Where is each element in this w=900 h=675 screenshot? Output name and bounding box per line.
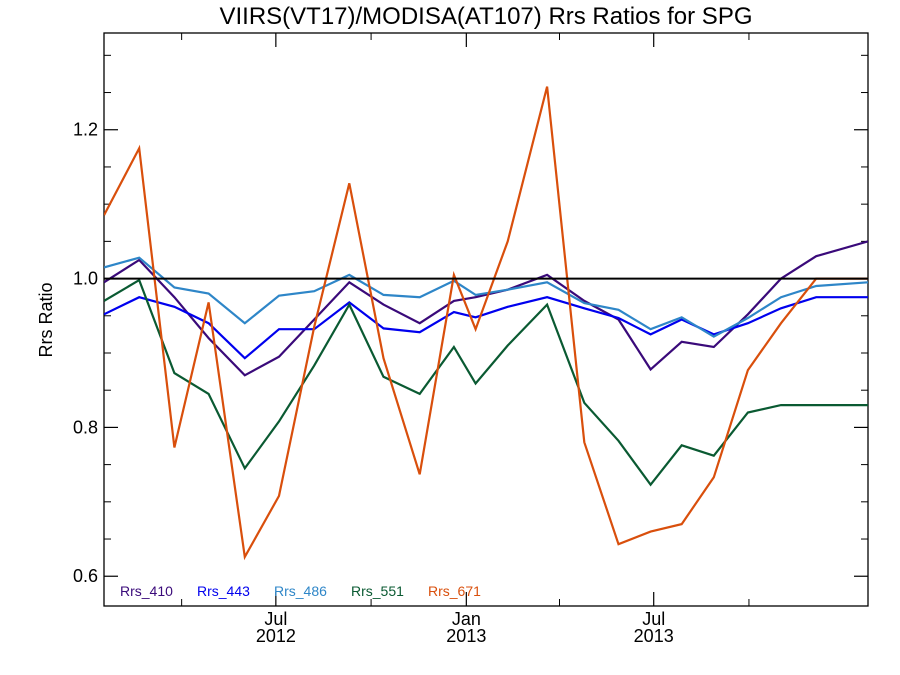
legend-entry-rrs-551: Rrs_551: [351, 583, 404, 599]
y-axis-label: Rrs Ratio: [36, 282, 56, 357]
x-tick-year: 2012: [256, 626, 296, 646]
legend: Rrs_410 Rrs_443 Rrs_486 Rrs_551 Rrs_671: [120, 583, 481, 599]
y-tick-label: 0.8: [73, 417, 98, 437]
legend-entry-rrs-486: Rrs_486: [274, 583, 327, 599]
tick-marks: [104, 33, 868, 606]
series-line-rrs-671: [104, 86, 868, 561]
chart-title: VIIRS(VT17)/MODISA(AT107) Rrs Ratios for…: [219, 3, 752, 30]
y-tick-labels: 0.6 0.8 1.0 1.2: [73, 120, 98, 586]
y-tick-label: 0.6: [73, 566, 98, 586]
x-tick-year: 2013: [446, 626, 486, 646]
legend-entry-rrs-410: Rrs_410: [120, 583, 173, 599]
x-tick-month: Jan: [452, 609, 481, 629]
legend-entry-rrs-443: Rrs_443: [197, 583, 250, 599]
series-line-rrs-486: [104, 256, 868, 338]
series-lines: [104, 86, 868, 561]
y-tick-label: 1.2: [73, 120, 98, 140]
series-line-rrs-410: [104, 240, 868, 377]
series-line-rrs-551: [104, 278, 868, 487]
x-tick-month: Jul: [642, 609, 665, 629]
x-tick-month: Jul: [264, 609, 287, 629]
x-tick-year: 2013: [634, 626, 674, 646]
legend-entry-rrs-671: Rrs_671: [428, 583, 481, 599]
y-tick-label: 1.0: [73, 269, 98, 289]
plot-frame: [103, 32, 869, 607]
